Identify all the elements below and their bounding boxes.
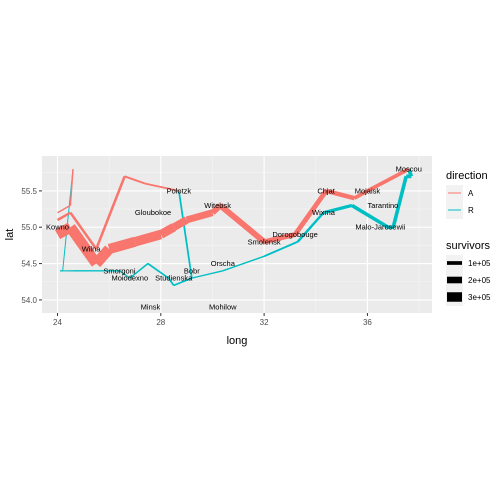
path-segment (133, 229, 163, 247)
city-label: Moiodexno (111, 274, 148, 283)
legend-size-label: 1e+05 (468, 259, 491, 268)
city-label: Wixma (312, 208, 336, 217)
city-label: Wilna (82, 245, 102, 254)
city-label: Chjat (317, 186, 335, 195)
city-label: Polotzk (167, 186, 192, 195)
path-segment (353, 189, 369, 200)
city-label: Smorgoni (103, 266, 135, 275)
y-tick-label: 54.5 (21, 260, 37, 269)
path-segment (95, 175, 126, 250)
path-segment (107, 236, 137, 254)
x-tick-label: 28 (156, 318, 165, 327)
series-a-group-2 (56, 175, 180, 250)
legend-size-key (447, 261, 462, 265)
path-segment (178, 190, 193, 279)
path-segment (222, 255, 265, 272)
path-segment (69, 211, 98, 250)
series-a-group-1 (54, 167, 410, 268)
legend-size-label: 3e+05 (468, 293, 491, 302)
legend-title-direction: direction (446, 170, 488, 182)
city-label: Smolensk (248, 237, 281, 246)
city-label: Studienska (155, 274, 193, 283)
legend-size-key (447, 292, 462, 302)
city-label: Moscou (396, 165, 422, 174)
legend-label-r: R (468, 206, 474, 215)
x-tick-label: 36 (363, 318, 372, 327)
grid-lines (42, 156, 432, 313)
city-label: Tarantino (367, 201, 398, 210)
legend-label-a: A (468, 189, 474, 198)
path-segment (391, 175, 408, 228)
city-label: Mojaisk (355, 186, 381, 195)
series-r-group-1 (60, 168, 414, 287)
path-segment (92, 245, 114, 268)
path-segment (54, 222, 74, 240)
plot-panel (42, 156, 432, 313)
city-label: Witebsk (204, 201, 231, 210)
path-segment (147, 263, 169, 279)
path-segment (296, 211, 325, 243)
path-segment (185, 209, 214, 224)
path-segment (171, 216, 189, 231)
path-segment (218, 203, 266, 245)
y-axis-title: lat (4, 229, 16, 241)
city-label: Orscha (211, 259, 236, 268)
path-segment (56, 211, 72, 222)
city-label: Gloubokoe (135, 208, 171, 217)
path-segment (173, 277, 193, 287)
y-tick-label: 55.5 (21, 187, 37, 196)
city-label: Bobr (184, 266, 200, 275)
path-segment (129, 263, 149, 279)
y-tick-label: 54.0 (21, 296, 37, 305)
path-segment (191, 270, 223, 279)
series-a-group-3 (57, 169, 74, 214)
path-segment (145, 182, 180, 192)
axes: 24 28 32 36 54.0 54.5 55.0 55.5 long lat (4, 187, 372, 347)
path-segment (351, 203, 390, 229)
city-label: Kowno (46, 223, 69, 232)
path-segment (263, 232, 296, 245)
city-label: Dorogobouge (272, 230, 317, 239)
path-segment (323, 203, 353, 215)
x-tick-label: 24 (53, 318, 62, 327)
path-segment (57, 204, 71, 214)
path-segment (366, 167, 410, 193)
legend-title-survivors: survivors (446, 240, 491, 252)
plot-background (42, 156, 432, 313)
city-label: Minsk (141, 303, 161, 312)
path-segment (119, 270, 131, 279)
legend-size-label: 2e+05 (468, 276, 491, 285)
path-segment (124, 175, 146, 185)
path-segment (158, 223, 176, 239)
path-segment (325, 188, 356, 201)
path-segment (66, 224, 101, 267)
path-layer (54, 167, 414, 287)
path-segment (210, 203, 223, 215)
city-label: Malo-Jarosewii (355, 223, 405, 232)
path-segment (167, 277, 175, 286)
path-segment (69, 169, 74, 206)
path-segment (293, 189, 329, 236)
city-label: Mohilow (209, 303, 237, 312)
x-tick-label: 32 (260, 318, 269, 327)
x-axis-title: long (227, 335, 248, 347)
y-tick-label: 55.0 (21, 223, 37, 232)
path-segment (263, 240, 299, 258)
legend-size-key (447, 276, 462, 284)
